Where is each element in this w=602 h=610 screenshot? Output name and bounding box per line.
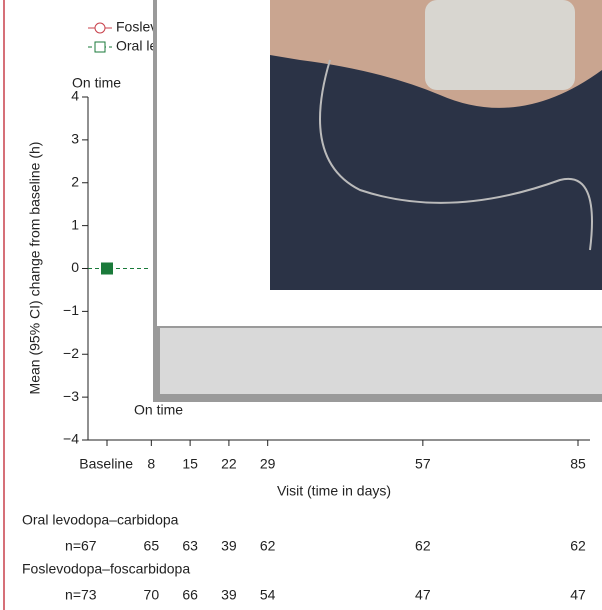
- x-tick-label: 22: [221, 456, 237, 472]
- at-risk-value: 70: [144, 587, 160, 603]
- at-risk-value: 73: [81, 587, 97, 603]
- y-tick-label: −1: [63, 302, 79, 318]
- point: [101, 263, 113, 275]
- x-tick-label: Baseline: [79, 456, 133, 472]
- photo-device: [425, 0, 575, 90]
- annotation: On time: [134, 402, 183, 418]
- x-tick-label: 85: [570, 456, 586, 472]
- overlay-panel: [160, 328, 602, 394]
- legend-marker: [95, 23, 105, 33]
- x-tick-label: 57: [415, 456, 431, 472]
- at-risk-prefix: n=: [65, 587, 81, 603]
- x-tick-label: 29: [260, 456, 276, 472]
- y-tick-label: 2: [71, 173, 79, 189]
- y-tick-label: −3: [63, 388, 79, 404]
- x-tick-label: 15: [182, 456, 198, 472]
- at-risk-name: Oral levodopa–carbidopa: [22, 512, 179, 528]
- at-risk-value: 39: [221, 538, 237, 554]
- y-tick-label: 0: [71, 259, 79, 275]
- at-risk-value: 54: [260, 587, 276, 603]
- y-tick-label: −2: [63, 345, 79, 361]
- at-risk-value: 47: [415, 587, 431, 603]
- at-risk-value: 62: [415, 538, 431, 554]
- at-risk-prefix: n=: [65, 538, 81, 554]
- x-tick-label: 8: [147, 456, 155, 472]
- y-tick-label: 3: [71, 131, 79, 147]
- at-risk-value: 66: [182, 587, 198, 603]
- y-tick-label: −4: [63, 431, 79, 447]
- at-risk-value: 63: [182, 538, 198, 554]
- chart: −4−3−2−101234Baseline81522295785Visit (t…: [0, 0, 602, 610]
- y-tick-label: 1: [71, 216, 79, 232]
- y-axis-label: Mean (95% CI) change from baseline (h): [27, 142, 43, 395]
- at-risk-name: Foslevodopa–foscarbidopa: [22, 561, 190, 577]
- at-risk-value: 65: [144, 538, 160, 554]
- x-axis-label: Visit (time in days): [277, 483, 391, 499]
- subtitle: On time: [72, 75, 121, 91]
- legend-marker: [95, 42, 105, 52]
- at-risk-value: 62: [570, 538, 586, 554]
- at-risk-value: 67: [81, 538, 97, 554]
- at-risk-value: 47: [570, 587, 586, 603]
- at-risk-value: 39: [221, 587, 237, 603]
- at-risk-value: 62: [260, 538, 276, 554]
- photo-overlay: [153, 0, 602, 402]
